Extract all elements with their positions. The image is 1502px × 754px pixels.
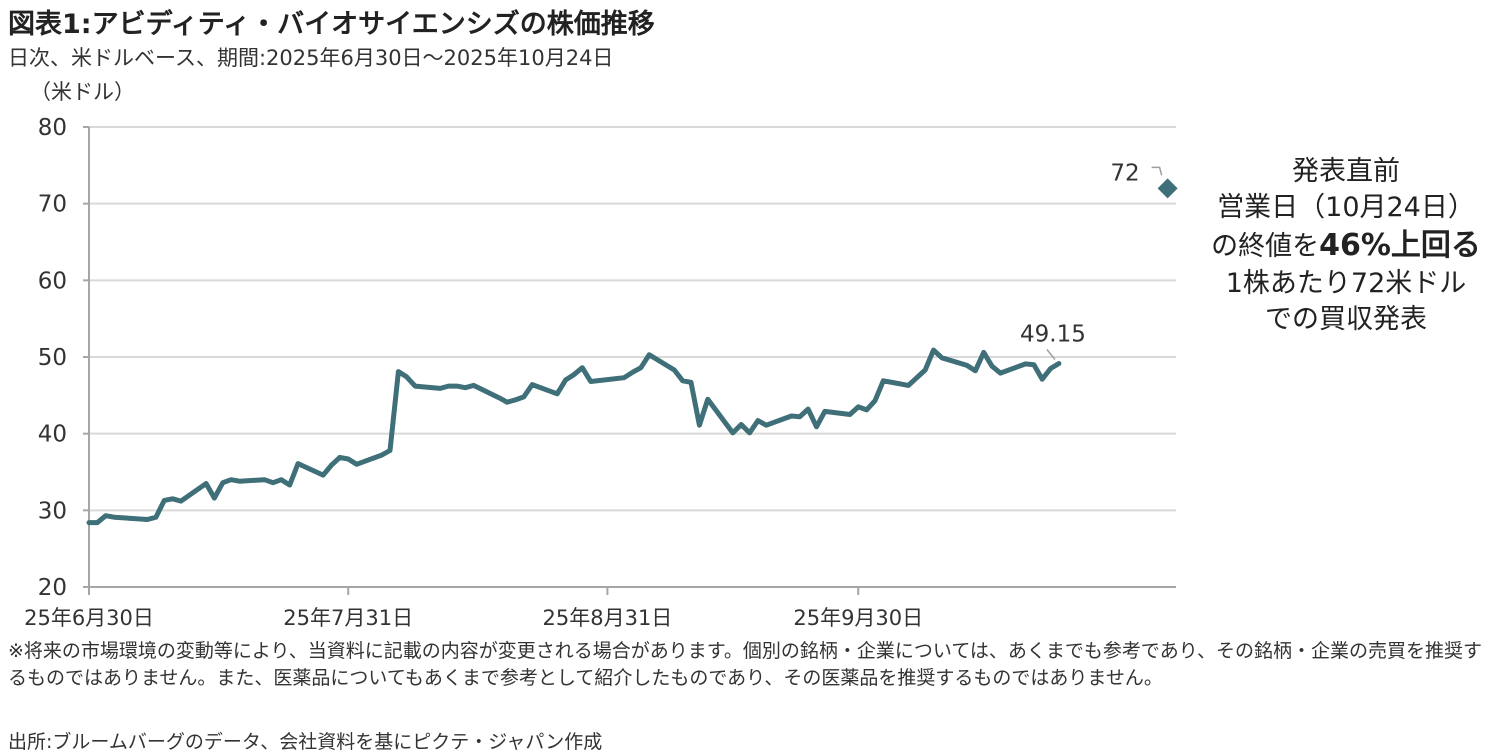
y-tick-label: 60 (38, 268, 67, 294)
y-tick-label: 20 (38, 575, 67, 601)
axis-layer: 20 30 40 50 60 70 80 25年6月30日 25年7月31日 25年8月31日 25… (24, 115, 1176, 630)
last-close-label: 49.15 (1020, 322, 1086, 348)
y-tick-label: 30 (38, 498, 67, 524)
annotation-line-4: 1株あたり72米ドル (1225, 267, 1467, 299)
chart-title: 図表1:アビディティ・バイオサイエンシズの株価推移 (8, 9, 655, 40)
disclaimer-footnote: ※将来の市場環境の変動等により、当資料に記載の内容が変更される場合があります。個… (8, 640, 1482, 689)
acquisition-price-label: 72 (1110, 160, 1139, 186)
x-tick-label: 25年8月31日 (543, 606, 673, 630)
y-tick-label: 40 (38, 422, 67, 448)
x-tick-label: 25年9月30日 (793, 606, 923, 630)
y-tick-label: 80 (38, 115, 67, 141)
annotation-line-3-text: の終値を (1211, 230, 1320, 262)
acquisition-price-marker (1157, 178, 1178, 199)
annotation-premium-highlight: 46%上回る (1319, 227, 1481, 263)
x-tick-label: 25年6月30日 (24, 606, 154, 630)
annotation-line-1: 発表直前 (1292, 156, 1400, 187)
annotation-line-2: 営業日（10月24日） (1217, 191, 1475, 223)
annotation-line-3: の終値を46%上回る (1196, 226, 1496, 266)
acquisition-price-leader (1151, 166, 1163, 176)
source-note: 出所:ブルームバーグのデータ、会社資料を基にピクテ・ジャパン作成 (8, 731, 603, 753)
x-tick-label: 25年7月31日 (283, 606, 413, 630)
series-layer (86, 178, 1178, 526)
price-line-series (86, 347, 1062, 526)
y-tick-label: 50 (38, 345, 67, 371)
y-tick-label: 70 (38, 192, 67, 218)
grid-layer (89, 126, 1176, 512)
y-axis-unit-label: （米ドル） (30, 80, 135, 104)
label-layer: 49.15 72 (1020, 160, 1163, 360)
chart-subtitle: 日次、米ドルベース、期間:2025年6月30日～2025年10月24日 (8, 46, 614, 70)
last-close-leader (1046, 349, 1056, 360)
annotation-line-5: での買収発表 (1265, 303, 1427, 335)
stock-price-chart: 20 30 40 50 60 70 80 25年6月30日 25年7月31日 25年8月31日 25… (24, 115, 1178, 630)
acquisition-annotation: 発表直前 営業日（10月24日） の終値を46%上回る 1株あたり72米ドル で… (1196, 154, 1496, 338)
